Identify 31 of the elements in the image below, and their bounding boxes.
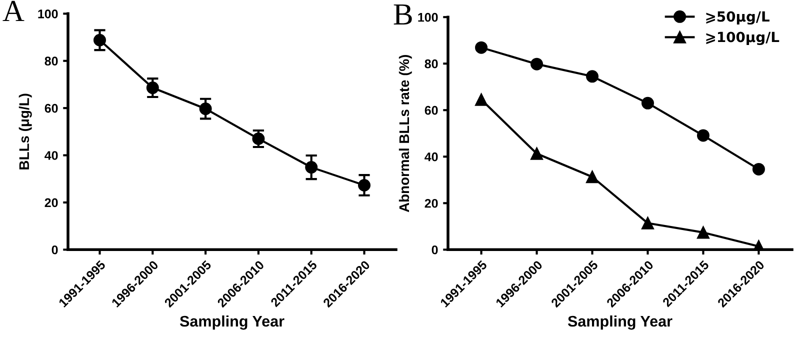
x-axis-title: Sampling Year — [568, 315, 672, 330]
y-tick-label: 20 — [424, 198, 438, 208]
y-tick-label: 60 — [424, 106, 438, 115]
x-axis-title: Sampling Year — [180, 315, 284, 330]
point — [475, 93, 488, 106]
chart-title: A — [2, 0, 24, 22]
y-tick-label: 40 — [424, 152, 438, 162]
legend-label: ⩾100μg/L — [706, 32, 780, 46]
y-tick-label: 60 — [44, 104, 58, 113]
y-tick-label: 40 — [44, 151, 58, 160]
point — [752, 162, 765, 176]
y-tick-label: 100 — [38, 9, 58, 18]
y-axis-title: Abnormal BLLs rate (%) — [398, 54, 412, 212]
point — [641, 216, 654, 230]
chart-title: B — [394, 4, 412, 25]
y-tick-label: 100 — [418, 12, 438, 22]
point — [530, 147, 544, 160]
point — [475, 41, 488, 54]
y-tick-label: 80 — [44, 56, 58, 66]
legend-label: ⩾50μg/L — [706, 11, 770, 25]
point — [696, 226, 710, 239]
point — [586, 70, 599, 83]
y-tick-label: 0 — [432, 245, 438, 254]
y-tick-label: 20 — [44, 198, 58, 208]
y-tick-label: 80 — [424, 59, 438, 68]
point — [641, 96, 654, 110]
y-axis-title: BLLs (μg/L) — [18, 94, 32, 170]
point — [586, 170, 599, 184]
y-tick-label: 0 — [52, 245, 58, 254]
point — [696, 129, 710, 142]
point — [530, 58, 544, 70]
